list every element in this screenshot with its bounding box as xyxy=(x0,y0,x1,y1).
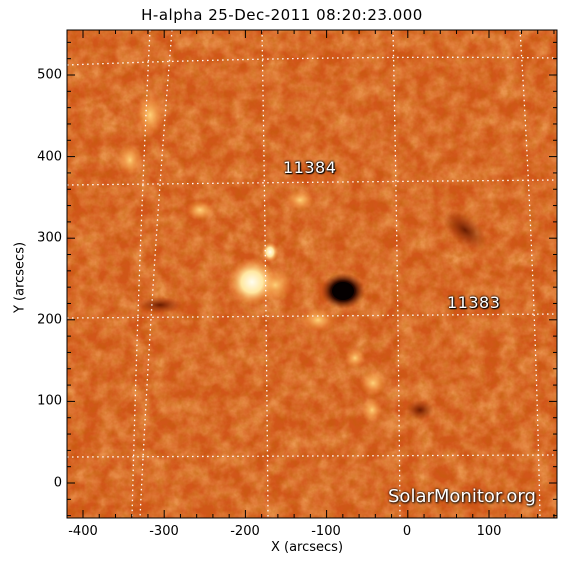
x-tick-label: -400 xyxy=(68,524,98,539)
plage-patch xyxy=(345,348,365,368)
axis-ticks xyxy=(67,30,557,518)
watermark: SolarMonitor.org xyxy=(388,486,536,507)
plage-patch xyxy=(360,370,386,396)
plage-patch xyxy=(136,93,164,137)
y-tick-label: 400 xyxy=(37,149,62,165)
filament xyxy=(138,297,182,313)
y-axis-label: Y (arcsecs) xyxy=(12,241,28,314)
heliographic-grid xyxy=(67,30,557,518)
plage-patch xyxy=(286,190,314,210)
plot-title: H-alpha 25-Dec-2011 08:20:23.000 xyxy=(141,6,423,24)
y-tick-label: 300 xyxy=(37,230,62,246)
plage-patch xyxy=(186,200,214,220)
x-tick-label: -300 xyxy=(149,524,179,539)
x-tick-label: -200 xyxy=(230,524,260,539)
region-label-11384: 11384 xyxy=(283,158,337,177)
plot-frame xyxy=(66,29,558,519)
x-tick-label: 0 xyxy=(402,524,412,539)
sunspot-umbra xyxy=(332,282,354,300)
filament xyxy=(406,400,434,420)
x-tick-label: -100 xyxy=(311,524,341,539)
y-tick-label: 200 xyxy=(37,312,62,328)
plage-patch xyxy=(300,308,336,332)
y-tick-label: 100 xyxy=(37,393,62,409)
bright-kernel xyxy=(228,258,276,306)
region-label-11383: 11383 xyxy=(447,293,501,312)
y-tick-label: 0 xyxy=(53,475,62,491)
image-area xyxy=(67,30,557,518)
x-axis-label: X (arcsecs) xyxy=(270,540,344,555)
plage-patch xyxy=(118,144,142,176)
filament xyxy=(443,210,487,250)
plage-patch xyxy=(362,398,382,422)
x-tick-label: 100 xyxy=(476,524,502,539)
bright-kernel xyxy=(262,242,278,262)
y-tick-label: 500 xyxy=(37,67,62,83)
